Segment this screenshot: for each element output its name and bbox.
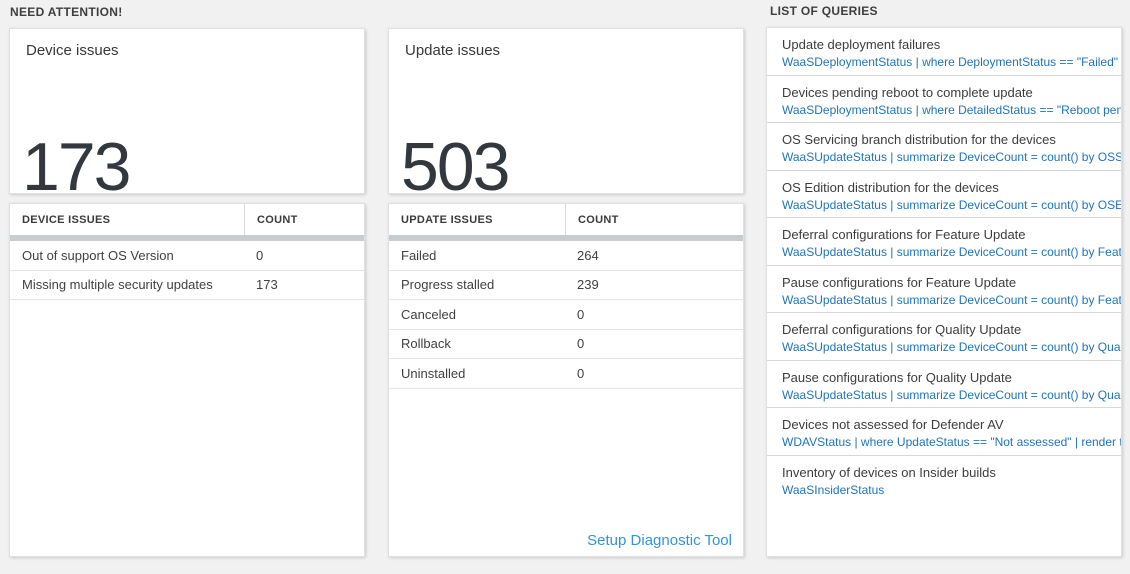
query-title: Inventory of devices on Insider builds xyxy=(782,464,996,480)
table-header-divider-bar xyxy=(10,235,364,241)
device-issues-count: 173 xyxy=(22,129,131,205)
device-issues-header-count: COUNT xyxy=(244,204,364,235)
update-issues-header-name: UPDATE ISSUES xyxy=(401,213,493,226)
issue-name: Progress stalled xyxy=(401,277,495,293)
issue-name: Uninstalled xyxy=(401,365,466,381)
query-title: Devices pending reboot to complete updat… xyxy=(782,84,1033,100)
query-list-item[interactable]: Pause configurations for Quality Update … xyxy=(767,361,1121,408)
table-row[interactable]: Uninstalled 0 xyxy=(389,359,743,389)
update-issues-title: Update issues xyxy=(405,42,501,59)
query-code-link[interactable]: WaaSInsiderStatus xyxy=(782,482,885,497)
query-code-link[interactable]: WaaSUpdateStatus | summarize DeviceCount… xyxy=(782,292,1121,307)
issue-count: 0 xyxy=(577,336,585,352)
query-list-item[interactable]: Devices not assessed for Defender AV WDA… xyxy=(767,408,1121,456)
table-row[interactable]: Missing multiple security updates 173 xyxy=(10,271,364,300)
need-attention-section-label: NEED ATTENTION! xyxy=(10,5,123,19)
issue-count: 0 xyxy=(256,247,264,263)
device-issues-title: Device issues xyxy=(26,42,119,59)
device-issues-header-name: DEVICE ISSUES xyxy=(22,213,111,226)
query-code-link[interactable]: WaaSUpdateStatus | summarize DeviceCount… xyxy=(782,197,1121,212)
update-issues-count: 503 xyxy=(401,129,510,205)
setup-diagnostic-tool-link[interactable]: Setup Diagnostic Tool xyxy=(587,532,732,549)
table-row[interactable]: Progress stalled 239 xyxy=(389,271,743,300)
table-row[interactable]: Out of support OS Version 0 xyxy=(10,241,364,271)
table-row[interactable]: Failed 264 xyxy=(389,241,743,271)
update-issues-table: UPDATE ISSUES COUNT Failed 264 Progress … xyxy=(388,203,744,557)
query-code-link[interactable]: WaaSDeploymentStatus | where DetailedSta… xyxy=(782,102,1121,117)
query-code-link[interactable]: WDAVStatus | where UpdateStatus == "Not … xyxy=(782,435,1121,449)
device-issues-table-header: DEVICE ISSUES COUNT xyxy=(10,204,364,235)
query-list-item[interactable]: Pause configurations for Feature Update … xyxy=(767,266,1121,313)
query-list-item[interactable]: Deferral configurations for Feature Upda… xyxy=(767,218,1121,266)
table-row[interactable]: Rollback 0 xyxy=(389,330,743,359)
update-issues-table-header: UPDATE ISSUES COUNT xyxy=(389,204,743,235)
issue-count: 173 xyxy=(256,277,278,293)
update-issues-header-count: COUNT xyxy=(565,204,743,235)
query-title: Devices not assessed for Defender AV xyxy=(782,417,1004,432)
table-header-divider-bar xyxy=(389,235,743,241)
issue-name: Missing multiple security updates xyxy=(22,277,213,293)
issue-count: 0 xyxy=(577,306,585,322)
query-code-link[interactable]: WaaSUpdateStatus | summarize DeviceCount… xyxy=(782,245,1121,259)
issue-name: Rollback xyxy=(401,336,451,352)
query-title: Pause configurations for Quality Update xyxy=(782,369,1012,385)
query-title: Pause configurations for Feature Update xyxy=(782,274,1017,290)
device-issues-table: DEVICE ISSUES COUNT Out of support OS Ve… xyxy=(9,203,365,557)
issue-name: Failed xyxy=(401,247,437,263)
query-title: OS Servicing branch distribution for the… xyxy=(782,132,1056,147)
query-code-link[interactable]: WaaSUpdateStatus | summarize DeviceCount… xyxy=(782,150,1121,164)
issue-count: 239 xyxy=(577,277,599,293)
update-issues-metric-tile[interactable]: Update issues 503 xyxy=(388,28,744,201)
query-title: Deferral configurations for Quality Upda… xyxy=(782,322,1022,337)
query-list-item[interactable]: Devices pending reboot to complete updat… xyxy=(767,76,1121,123)
issue-count: 264 xyxy=(577,247,599,263)
query-list-item[interactable]: OS Servicing branch distribution for the… xyxy=(767,123,1121,171)
query-list-item[interactable]: Update deployment failures WaaSDeploymen… xyxy=(767,28,1121,76)
issue-count: 0 xyxy=(577,365,585,381)
device-issues-metric-tile[interactable]: Device issues 173 xyxy=(9,28,365,201)
list-of-queries-section-label: LIST OF QUERIES xyxy=(770,4,878,18)
query-title: Deferral configurations for Feature Upda… xyxy=(782,227,1026,242)
issue-name: Out of support OS Version xyxy=(22,247,174,263)
query-code-link[interactable]: WaaSUpdateStatus | summarize DeviceCount… xyxy=(782,340,1121,354)
query-code-link[interactable]: WaaSDeploymentStatus | where DeploymentS… xyxy=(782,55,1121,69)
query-list-item[interactable]: Inventory of devices on Insider builds W… xyxy=(767,456,1121,504)
query-list-item[interactable]: OS Edition distribution for the devices … xyxy=(767,171,1121,218)
query-code-link[interactable]: WaaSUpdateStatus | summarize DeviceCount… xyxy=(782,387,1121,402)
table-row[interactable]: Canceled 0 xyxy=(389,300,743,330)
query-title: OS Edition distribution for the devices xyxy=(782,179,999,195)
list-of-queries-panel: Update deployment failures WaaSDeploymen… xyxy=(766,27,1122,557)
query-list-item[interactable]: Deferral configurations for Quality Upda… xyxy=(767,313,1121,361)
query-title: Update deployment failures xyxy=(782,37,941,52)
issue-name: Canceled xyxy=(401,306,456,322)
